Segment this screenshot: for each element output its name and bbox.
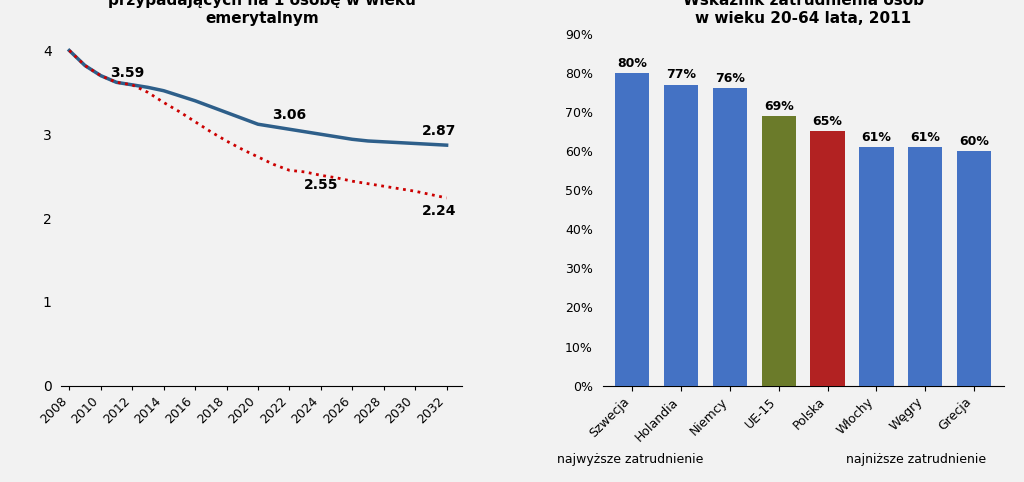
Text: 60%: 60%	[959, 135, 989, 148]
Text: 80%: 80%	[617, 57, 647, 70]
Title: Wskaźnik zatrudnienia osób
w wieku 20-64 lata, 2011: Wskaźnik zatrudnienia osób w wieku 20-64…	[683, 0, 924, 26]
Text: 3.59: 3.59	[111, 67, 144, 80]
Text: 3.06: 3.06	[272, 108, 306, 122]
Bar	[810, 132, 845, 386]
Bar	[664, 84, 698, 386]
Bar	[713, 89, 746, 386]
Bar	[908, 147, 942, 386]
Text: 69%: 69%	[764, 100, 794, 113]
Text: 2.87: 2.87	[422, 124, 456, 138]
Text: najniższe zatrudnienie: najniższe zatrudnienie	[847, 453, 986, 466]
Bar	[957, 151, 991, 386]
Text: najwyższe zatrudnienie: najwyższe zatrudnienie	[557, 453, 702, 466]
Bar	[859, 147, 894, 386]
Bar	[614, 73, 649, 386]
Text: 65%: 65%	[813, 115, 843, 128]
Text: 77%: 77%	[666, 68, 696, 81]
Title: Liczba osób w wieku produkcyjnym
przypadających na 1 osobę w wieku
emerytalnym: Liczba osób w wieku produkcyjnym przypad…	[108, 0, 416, 26]
Text: 2.24: 2.24	[422, 204, 456, 218]
Bar	[762, 116, 796, 386]
Text: 2.55: 2.55	[303, 178, 338, 192]
Text: 61%: 61%	[861, 131, 891, 144]
Text: 76%: 76%	[715, 72, 744, 85]
Text: 61%: 61%	[910, 131, 940, 144]
